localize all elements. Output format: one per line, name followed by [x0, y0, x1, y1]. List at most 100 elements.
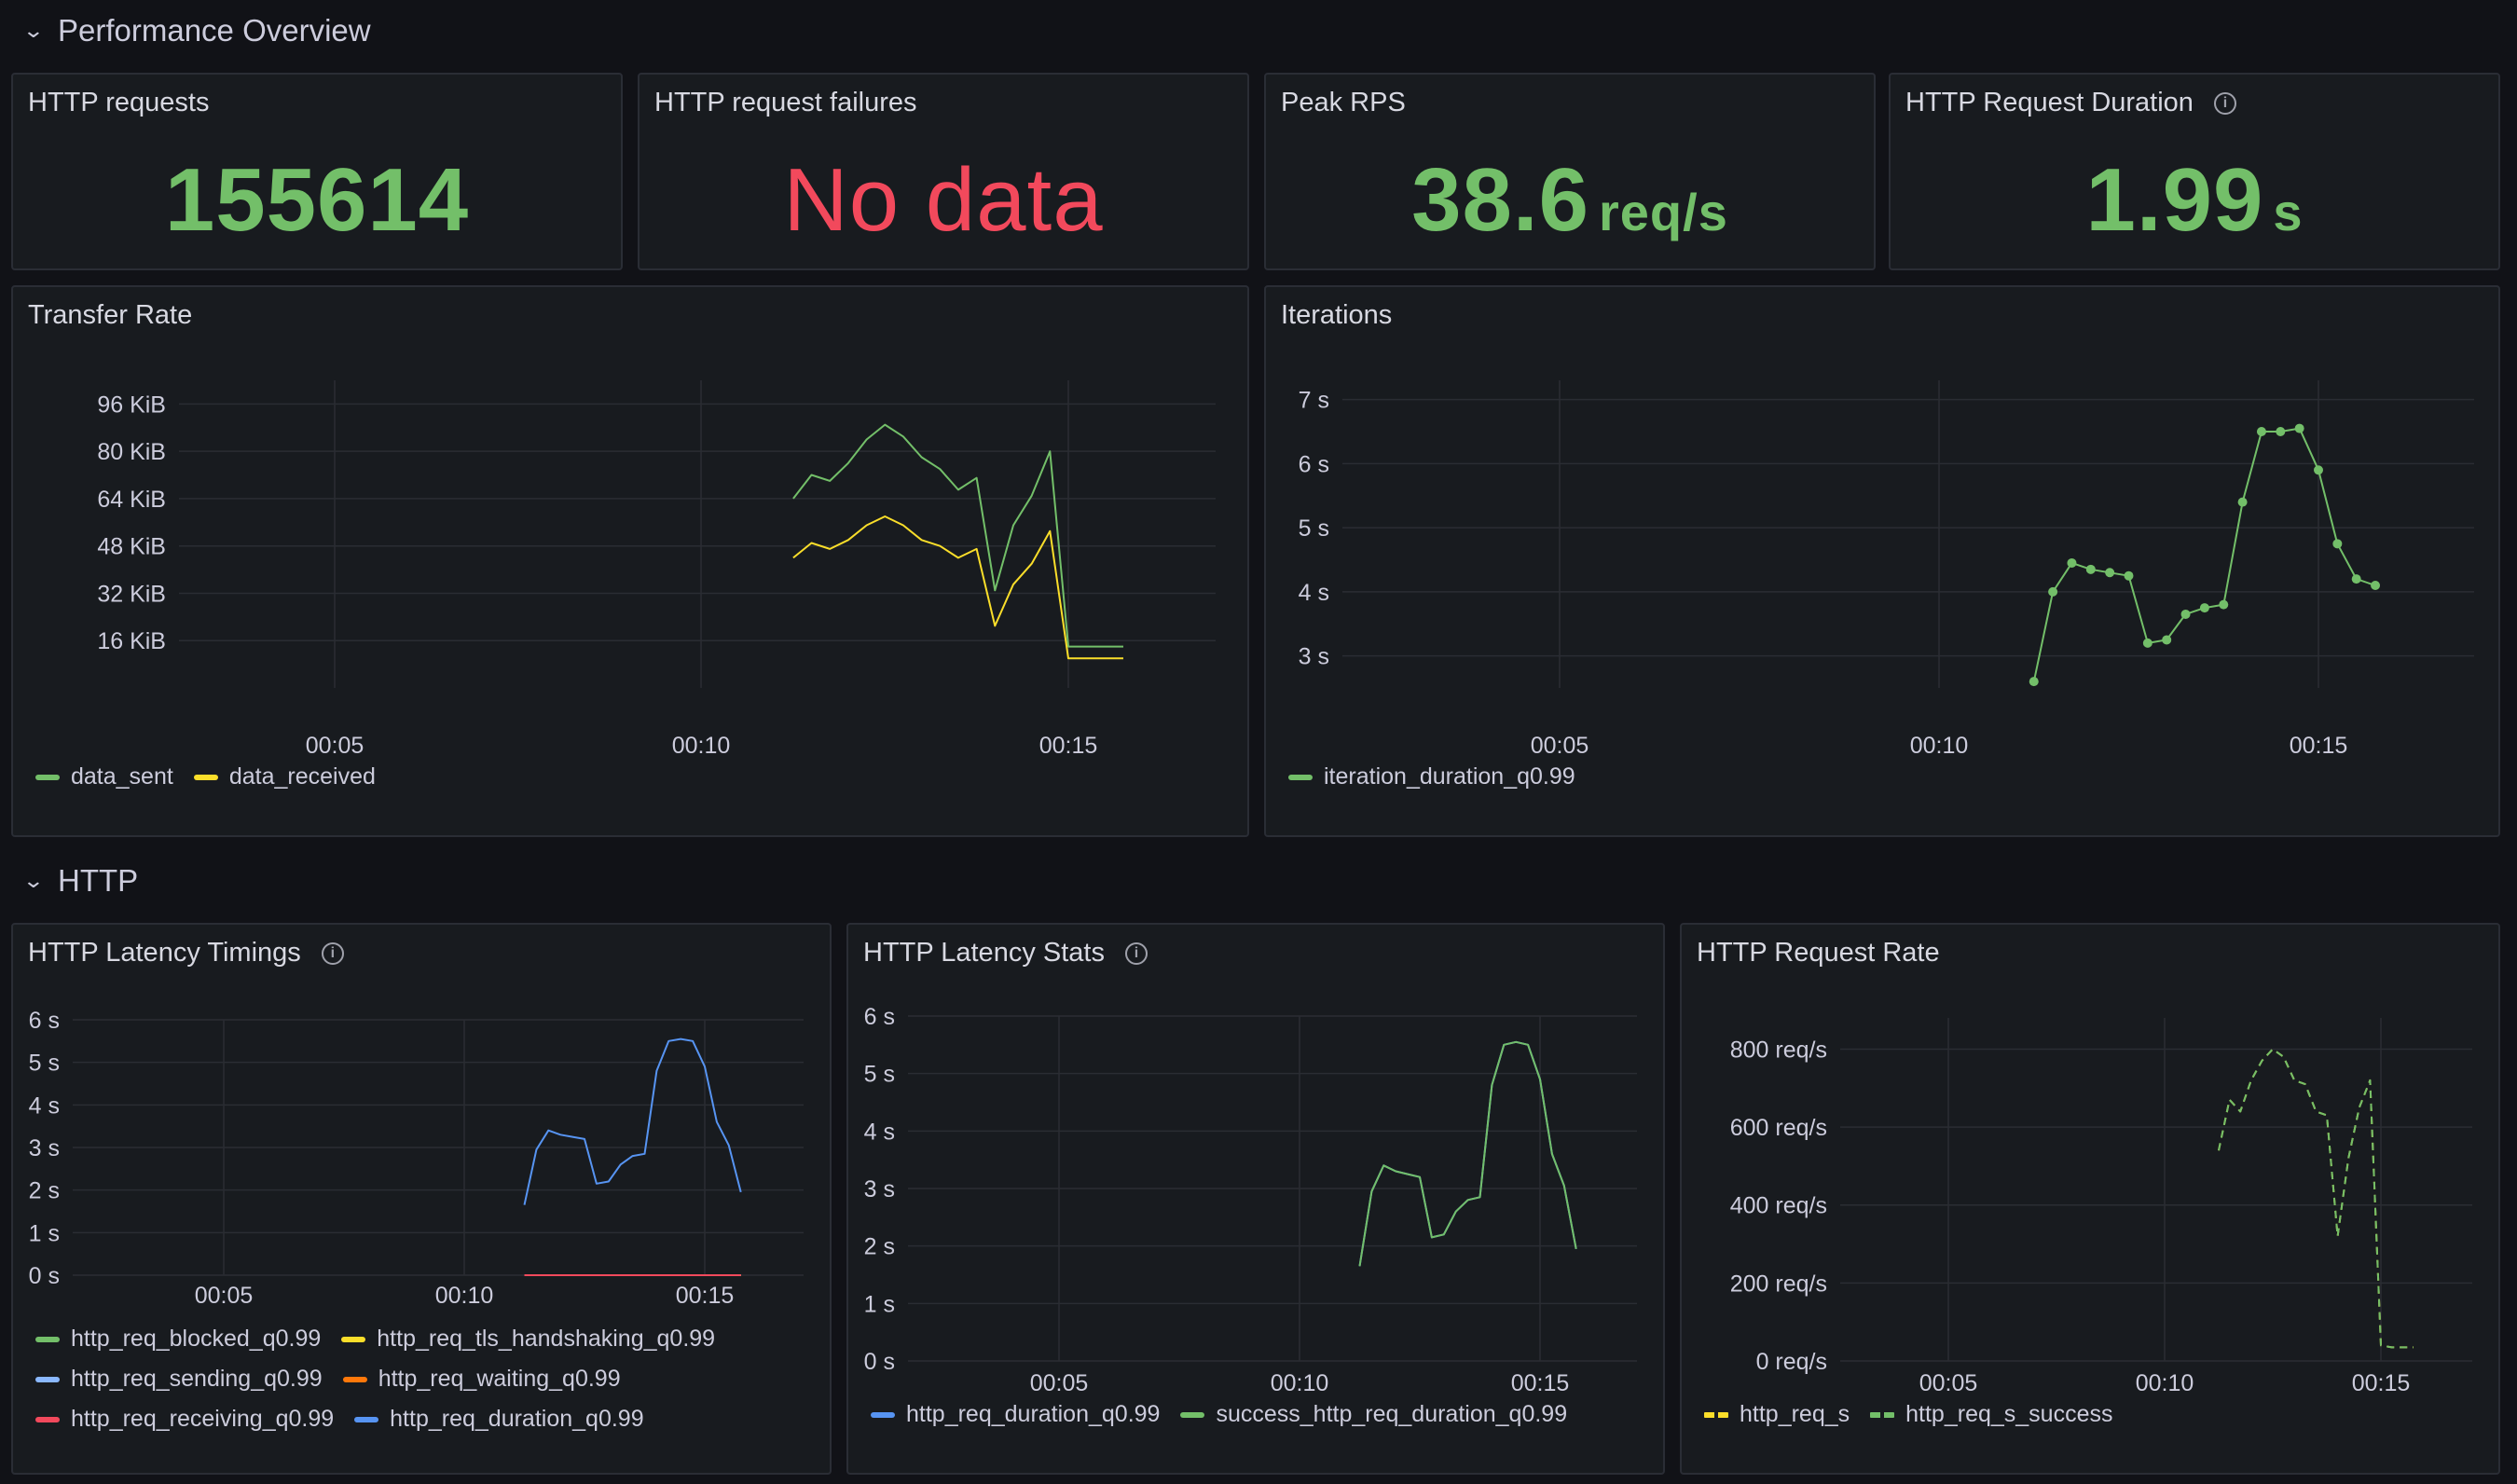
- stat-value: 1.99 s: [2085, 150, 2304, 250]
- stat-value: No data: [783, 150, 1104, 250]
- info-icon[interactable]: i: [2213, 91, 2236, 115]
- x-tick-label: 00:10: [435, 1283, 494, 1309]
- series-line-data-sent: [792, 423, 1123, 648]
- data-point: [2237, 497, 2248, 507]
- y-tick-label: 7 s: [1299, 388, 1329, 414]
- legend-label: iteration_duration_q0.99: [1324, 763, 1575, 790]
- data-point: [2371, 581, 2381, 590]
- chart-legend: iteration_duration_q0.99: [1288, 763, 2491, 790]
- legend-item[interactable]: http_req_tls_handshaking_q0.99: [341, 1326, 715, 1353]
- legend-item[interactable]: http_req_sending_q0.99: [35, 1366, 323, 1393]
- row-header-performance-overview[interactable]: ⌄ Performance Overview: [22, 7, 371, 54]
- data-point: [2180, 609, 2191, 619]
- data-point: [2332, 539, 2343, 549]
- info-icon[interactable]: i: [1124, 941, 1148, 965]
- legend-item[interactable]: http_req_receiving_q0.99: [35, 1406, 334, 1433]
- stat-panel-peak-rps[interactable]: Peak RPS 38.6 req/s: [1264, 73, 1876, 270]
- info-icon[interactable]: i: [321, 941, 344, 965]
- panel-title: HTTP Request Duration i: [1905, 88, 2236, 118]
- legend-swatch: [871, 1411, 895, 1418]
- legend-swatch: [342, 1376, 367, 1382]
- timeseries-panel-http-latency-stats[interactable]: HTTP Latency Stats i 0 s 1 s 2 s 3 s 4 s 5 s 6 s…: [846, 923, 1665, 1475]
- legend-label: http_req_receiving_q0.99: [71, 1406, 335, 1432]
- legend-swatch: [1180, 1411, 1205, 1418]
- legend-label: http_req_waiting_q0.99: [378, 1366, 621, 1392]
- timeseries-panel-iterations[interactable]: Iterations 3 s 4 s 5 s 6 s 7 s 00:05 00:10 00:15…: [1264, 285, 2500, 837]
- panel-title-text: HTTP Latency Stats: [863, 938, 1105, 968]
- x-tick-label: 00:10: [672, 733, 731, 759]
- y-tick-label: 32 KiB: [97, 581, 166, 607]
- y-tick-label: 5 s: [864, 1062, 895, 1088]
- legend-swatch: [35, 1336, 60, 1342]
- x-tick-label: 00:05: [1030, 1370, 1089, 1396]
- legend-item[interactable]: http_req_duration_q0.99: [871, 1401, 1160, 1428]
- legend-swatch: [354, 1416, 379, 1422]
- y-tick-label: 800 req/s: [1730, 1037, 1827, 1063]
- x-tick-label: 00:15: [1039, 733, 1098, 759]
- y-tick-label: 4 s: [29, 1092, 60, 1119]
- panel-title: HTTP Request Rate: [1697, 938, 1940, 969]
- stat-panel-http-requests[interactable]: HTTP requests 155614: [11, 73, 623, 270]
- x-tick-label: 00:05: [1531, 733, 1589, 759]
- panel-title: HTTP requests: [28, 88, 210, 117]
- legend-item[interactable]: success_http_req_duration_q0.99: [1180, 1401, 1567, 1428]
- x-tick-label: 00:05: [1919, 1370, 1978, 1396]
- data-point: [2085, 564, 2096, 574]
- y-tick-label: 1 s: [864, 1291, 895, 1317]
- legend-swatch: [1870, 1411, 1895, 1418]
- legend-label: http_req_duration_q0.99: [390, 1406, 644, 1432]
- data-point: [2124, 570, 2134, 581]
- chart-plot-area[interactable]: 0 s 1 s 2 s 3 s 4 s 5 s 6 s 00:05 00:10 00:15: [848, 925, 1663, 1473]
- row-header-http[interactable]: ⌄ HTTP: [22, 858, 138, 904]
- series-line-http-req-duration-q0-99: [1358, 1040, 1577, 1267]
- legend-swatch: [35, 1416, 60, 1422]
- panel-title-text: Transfer Rate: [28, 300, 193, 330]
- timeseries-panel-http-request-rate[interactable]: HTTP Request Rate 0 req/s 200 req/s 400 req…: [1680, 923, 2500, 1475]
- legend-item[interactable]: data_sent: [35, 763, 173, 790]
- legend-item[interactable]: http_req_duration_q0.99: [354, 1406, 644, 1433]
- x-tick-label: 00:05: [306, 733, 364, 759]
- chart-legend: data_sent data_received: [35, 763, 1238, 790]
- legend-item[interactable]: http_req_blocked_q0.99: [35, 1326, 321, 1353]
- x-tick-label: 00:05: [195, 1283, 254, 1309]
- chart-legend: http_req_duration_q0.99 success_http_req_…: [871, 1401, 1654, 1428]
- legend-label: http_req_s_success: [1905, 1401, 2113, 1427]
- chart-plot-area[interactable]: 16 KiB 32 KiB 48 KiB 64 KiB 80 KiB 96 KiB 00:0…: [13, 287, 1247, 835]
- y-tick-label: 2 s: [29, 1178, 60, 1204]
- y-tick-label: 6 s: [29, 1008, 60, 1034]
- timeseries-panel-transfer-rate[interactable]: Transfer Rate 16 KiB 32 KiB 48 KiB 64 KiB 80 …: [11, 285, 1249, 837]
- y-tick-label: 48 KiB: [97, 534, 166, 560]
- series-line-http-req-s: [2218, 1048, 2414, 1349]
- y-tick-label: 0 req/s: [1756, 1349, 1827, 1375]
- legend-item[interactable]: data_received: [193, 763, 376, 790]
- legend-item[interactable]: http_req_s: [1704, 1401, 1850, 1428]
- panel-title: Iterations: [1281, 300, 1392, 331]
- stat-value: 38.6 req/s: [1411, 150, 1728, 250]
- legend-swatch: [35, 774, 60, 780]
- legend-item[interactable]: iteration_duration_q0.99: [1288, 763, 1575, 790]
- data-point: [2314, 465, 2323, 475]
- legend-label: http_req_tls_handshaking_q0.99: [377, 1326, 716, 1352]
- chart-plot-area[interactable]: 0 s 1 s 2 s 3 s 4 s 5 s 6 s 00:05 00:10 00:15: [13, 925, 830, 1473]
- stat-panel-http-request-duration[interactable]: HTTP Request Duration i 1.99 s: [1889, 73, 2500, 270]
- x-tick-label: 00:10: [2136, 1370, 2194, 1396]
- chart-plot-area[interactable]: 0 req/s 200 req/s 400 req/s 600 req/s 800 re…: [1682, 925, 2498, 1473]
- y-tick-label: 200 req/s: [1730, 1271, 1827, 1297]
- chart-plot-area[interactable]: 3 s 4 s 5 s 6 s 7 s 00:05 00:10 00:15: [1266, 287, 2498, 835]
- y-tick-label: 3 s: [1299, 644, 1329, 670]
- stat-value: 155614: [164, 150, 470, 250]
- stat-panel-http-request-failures[interactable]: HTTP request failures No data: [638, 73, 1249, 270]
- data-point: [2142, 638, 2153, 648]
- panel-title-text: HTTP Request Rate: [1697, 938, 1940, 968]
- timeseries-panel-http-latency-timings[interactable]: HTTP Latency Timings i 0 s 1 s 2 s 3 s 4 s 5 s 6…: [11, 923, 832, 1475]
- panel-title: HTTP Latency Timings i: [28, 938, 344, 969]
- legend-label: http_req_blocked_q0.99: [71, 1326, 322, 1352]
- x-tick-label: 00:10: [1271, 1370, 1329, 1396]
- data-point: [2067, 557, 2077, 568]
- panel-title-text: HTTP Request Duration: [1905, 88, 2194, 117]
- legend-item[interactable]: http_req_s_success: [1870, 1401, 2113, 1428]
- legend-item[interactable]: http_req_waiting_q0.99: [342, 1366, 621, 1393]
- legend-label: http_req_sending_q0.99: [71, 1366, 323, 1392]
- legend-swatch: [193, 774, 218, 780]
- x-tick-label: 00:15: [2290, 733, 2348, 759]
